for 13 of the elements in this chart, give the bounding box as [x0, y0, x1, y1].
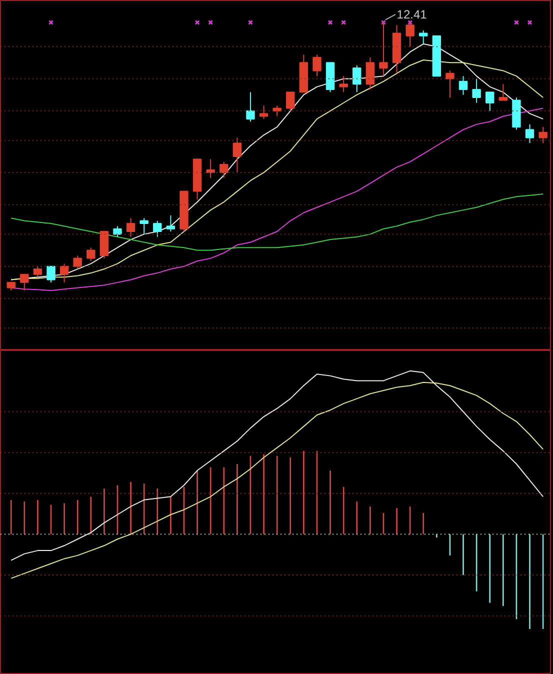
annotation: 12.41 — [396, 7, 428, 22]
candlestick — [140, 218, 148, 235]
candlestick — [379, 22, 388, 77]
candlestick — [472, 78, 481, 104]
candlestick — [446, 70, 454, 98]
candlestick — [458, 76, 468, 96]
candlestick — [312, 54, 322, 77]
candlestick — [60, 263, 69, 283]
candlestick — [392, 24, 402, 74]
candlestick — [113, 226, 122, 238]
candlestick — [538, 126, 548, 144]
candlestick — [126, 218, 136, 238]
candlestick — [206, 158, 215, 178]
